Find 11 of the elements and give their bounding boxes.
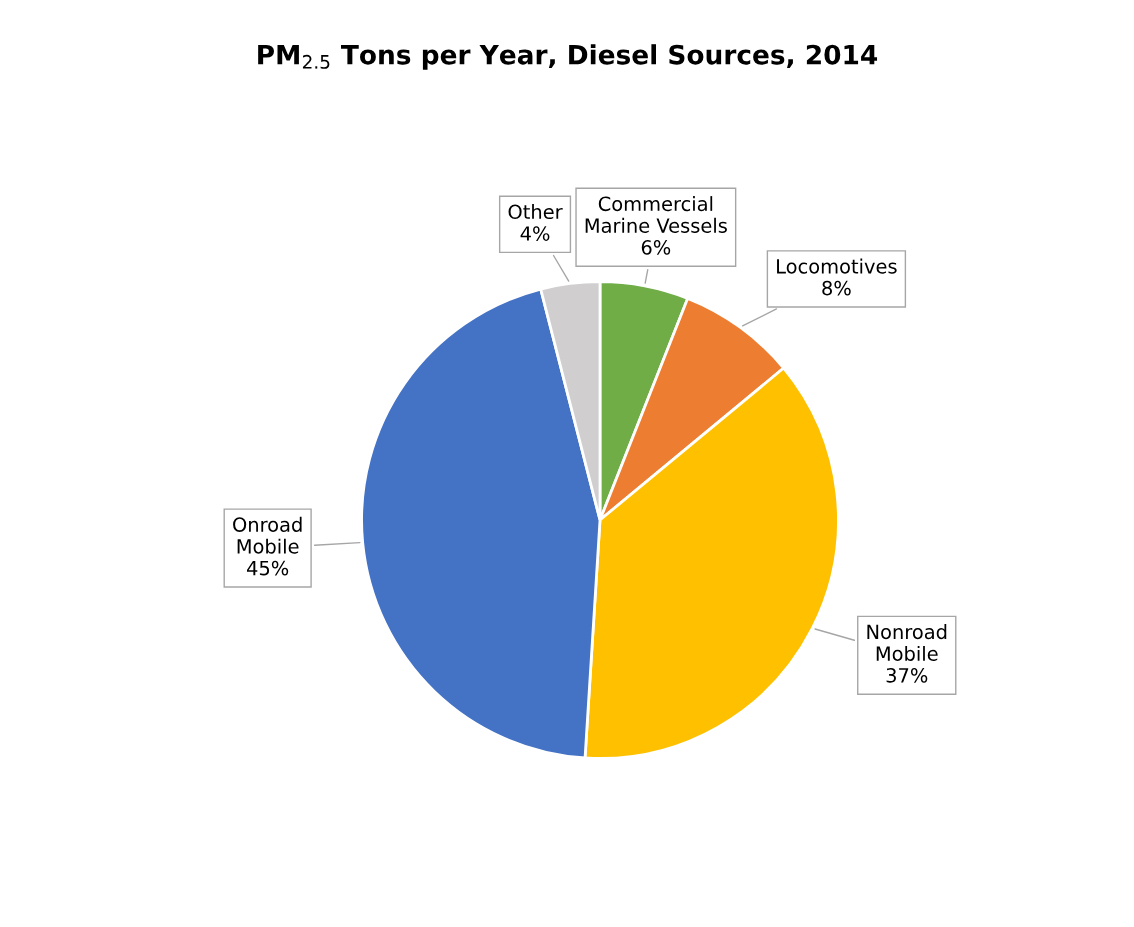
slice-label: Locomotives	[777, 258, 897, 274]
slice-label: Nonroad Mobile	[867, 624, 947, 661]
data-label: 37%	[886, 668, 928, 683]
slice-label: Onroad Mobile	[233, 516, 302, 554]
data-label: 4%	[520, 226, 550, 241]
data-label: 6%	[641, 239, 671, 255]
data-label: 45%	[246, 560, 289, 576]
chart-title: PM$_{2.5}$ Tons per Year, Diesel Sources, 2014	[258, 44, 878, 70]
slice-label: Commercial Marine Vessels	[585, 196, 727, 233]
slice-label: Other	[508, 204, 563, 220]
data-label: 8%	[822, 280, 851, 296]
